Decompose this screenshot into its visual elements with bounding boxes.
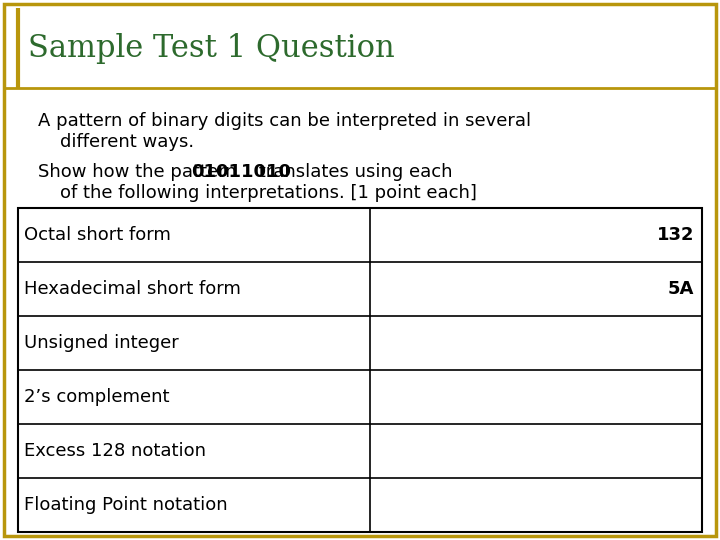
Text: A pattern of binary digits can be interpreted in several: A pattern of binary digits can be interp… bbox=[38, 112, 531, 130]
Text: 132: 132 bbox=[657, 226, 694, 244]
Text: translates using each: translates using each bbox=[253, 163, 453, 181]
Text: Show how the pattern: Show how the pattern bbox=[38, 163, 243, 181]
Text: Hexadecimal short form: Hexadecimal short form bbox=[24, 280, 241, 298]
Bar bbox=[18, 208, 702, 532]
Text: Sample Test 1 Question: Sample Test 1 Question bbox=[28, 32, 395, 64]
Text: Floating Point notation: Floating Point notation bbox=[24, 496, 228, 514]
Text: Excess 128 notation: Excess 128 notation bbox=[24, 442, 206, 460]
Text: different ways.: different ways. bbox=[60, 133, 194, 151]
Text: 5A: 5A bbox=[667, 280, 694, 298]
Text: 2’s complement: 2’s complement bbox=[24, 388, 169, 406]
Text: Octal short form: Octal short form bbox=[24, 226, 171, 244]
Text: 01011010: 01011010 bbox=[191, 163, 291, 181]
Text: Unsigned integer: Unsigned integer bbox=[24, 334, 179, 352]
Text: of the following interpretations. [1 point each]: of the following interpretations. [1 poi… bbox=[60, 184, 477, 202]
